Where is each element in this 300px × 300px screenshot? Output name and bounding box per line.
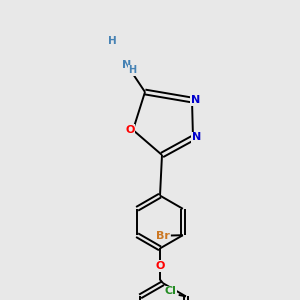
Text: N: N: [122, 60, 132, 70]
Text: Cl: Cl: [165, 286, 177, 296]
Text: O: O: [125, 125, 135, 135]
Text: N: N: [192, 132, 201, 142]
Text: Br: Br: [156, 231, 170, 241]
Text: O: O: [155, 261, 165, 271]
Text: N: N: [191, 95, 200, 105]
Text: H: H: [128, 65, 136, 75]
Text: H: H: [108, 35, 116, 46]
